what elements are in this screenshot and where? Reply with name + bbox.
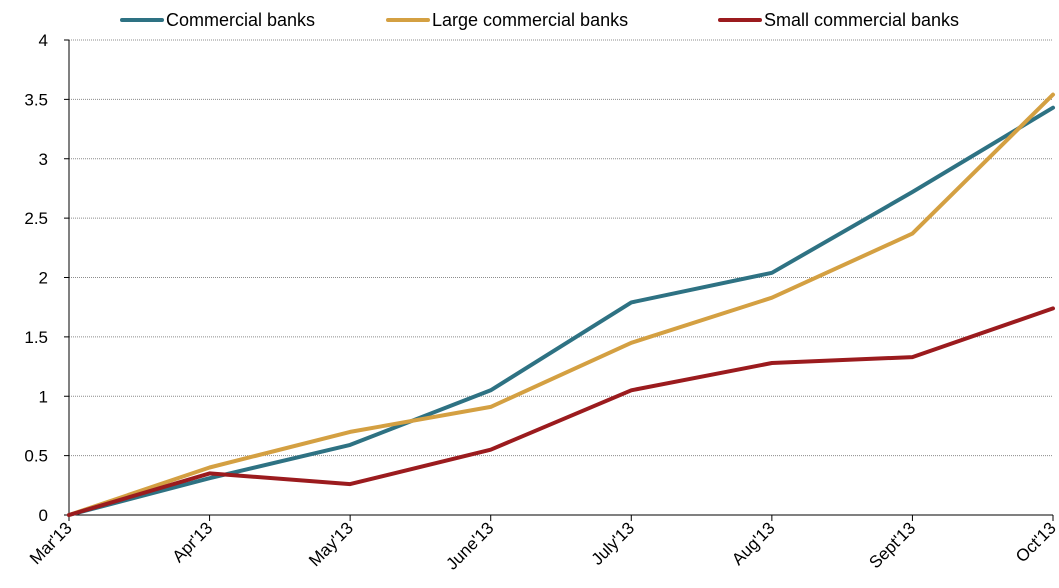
legend-label-small-commercial-banks: Small commercial banks xyxy=(764,9,960,30)
legend-label-large-commercial-banks: Large commercial banks xyxy=(432,9,629,30)
legend-item-large-commercial-banks: Large commercial banks xyxy=(386,6,628,34)
x-tick-label: Apr'13 xyxy=(169,518,217,566)
y-tick-label: 2.5 xyxy=(24,209,48,228)
legend-swatch-large-commercial-banks xyxy=(386,18,430,22)
series-line-commercial-banks xyxy=(67,105,1055,517)
legend-item-commercial-banks: Commercial banks xyxy=(120,6,315,34)
legend-swatch-commercial-banks xyxy=(120,18,164,22)
legend-item-small-commercial-banks: Small commercial banks xyxy=(718,6,959,34)
y-tick-label: 2 xyxy=(39,269,48,288)
y-tick-label: 0 xyxy=(39,506,48,525)
y-tick-label: 3 xyxy=(39,150,48,169)
x-tick-label: May'13 xyxy=(305,518,357,570)
y-tick-label: 4 xyxy=(39,31,48,50)
y-tick-label: 1.5 xyxy=(24,328,48,347)
series-line-small-commercial-banks xyxy=(67,306,1055,517)
x-tick-label: Mar'13 xyxy=(26,518,76,568)
y-tick-label: 0.5 xyxy=(24,447,48,466)
x-tick-label: Aug'13 xyxy=(728,518,778,568)
chart-legend: Commercial banks Large commercial banks … xyxy=(0,6,1059,34)
series-line-large-commercial-banks xyxy=(67,92,1055,517)
x-tick-label: June'13 xyxy=(442,518,497,573)
y-tick-label: 3.5 xyxy=(24,90,48,109)
x-tick-label: July'13 xyxy=(588,518,638,568)
legend-label-commercial-banks: Commercial banks xyxy=(166,9,316,30)
y-tick-label: 1 xyxy=(39,387,48,406)
x-tick-label: Sept'13 xyxy=(865,518,919,572)
legend-swatch-small-commercial-banks xyxy=(718,18,762,22)
x-tick-label: Oct'13 xyxy=(1012,518,1059,566)
